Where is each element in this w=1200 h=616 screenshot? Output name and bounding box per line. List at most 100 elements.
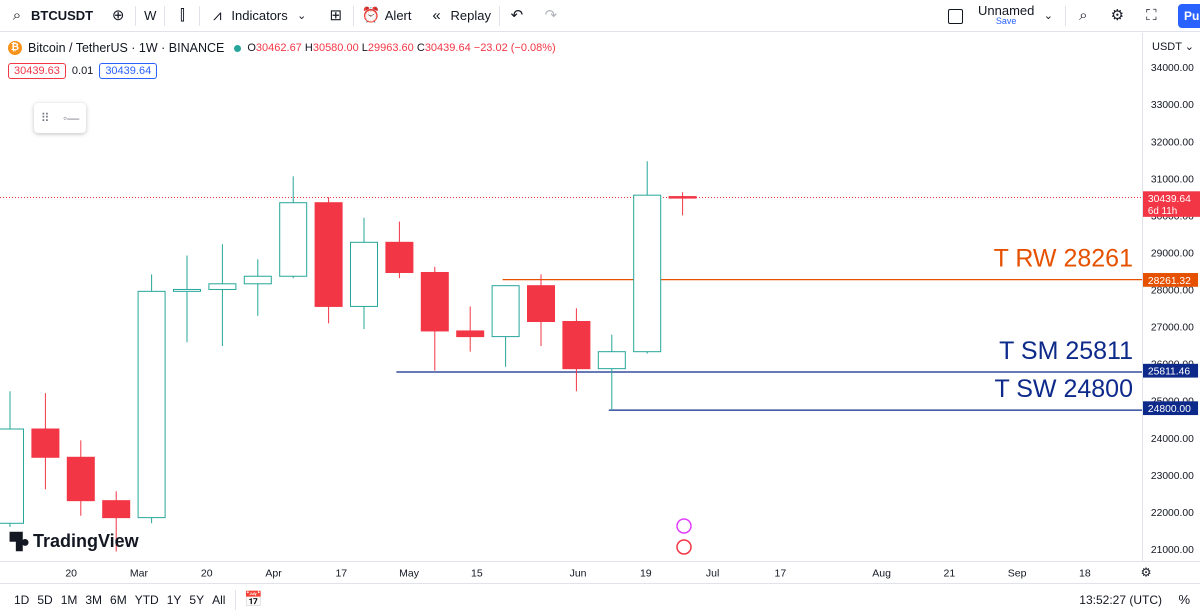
range-6m[interactable]: 6M xyxy=(110,593,127,607)
sell-button[interactable]: 30439.63 xyxy=(8,63,66,79)
alert-button[interactable]: ⏰ Alert xyxy=(354,0,420,32)
price-axis[interactable]: 34000.00 33000.00 32000.00 31000.00 30000.00… xyxy=(1142,33,1200,561)
price-tick-label: 34000.00 xyxy=(1151,63,1194,74)
calendar-icon[interactable]: 📅 xyxy=(244,591,264,608)
right-toolbar: Unnamed Save ⌄ ⌕ ⚙ ⛶ ⎙ xyxy=(940,0,1200,32)
redo-button[interactable]: ↷ xyxy=(534,0,568,32)
candle-body[interactable] xyxy=(102,500,131,519)
indicators-button[interactable]: ⩘ Indicators ⌄ xyxy=(200,0,318,32)
undo-button[interactable]: ↶ xyxy=(500,0,534,32)
range-ytd[interactable]: YTD xyxy=(134,593,159,607)
price-tick-label: 24000.00 xyxy=(1151,434,1194,445)
range-1d[interactable]: 1D xyxy=(14,593,30,607)
top-toolbar: ⌕ BTCUSDT ⊕ W ⫿ ⩘ Indicators ⌄ ⊞ ⏰ Alert… xyxy=(0,0,1200,32)
undo-icon: ↶ xyxy=(510,6,524,24)
level-price-value: 24800.00 xyxy=(1148,404,1191,415)
replay-button[interactable]: « Replay xyxy=(420,0,499,32)
time-axis[interactable]: 20 Mar 20 Apr 17 May 15 Jun 19 Jul 17 Aug 21 Sep 18 ⚙ xyxy=(0,561,1200,583)
buy-button[interactable]: 30439.64 xyxy=(99,63,158,79)
currency-label: USDT xyxy=(1152,41,1182,53)
price-tick-label: 21000.00 xyxy=(1151,545,1194,556)
change-value: −23.02 (−0.08%) xyxy=(473,42,556,54)
countdown-value: 6d 11h xyxy=(1148,206,1177,217)
utc-clock[interactable]: 13:52:27 (UTC) xyxy=(1079,593,1162,607)
percent-toggle[interactable]: % xyxy=(1178,592,1190,607)
quick-search-button[interactable]: ⌕ xyxy=(1066,0,1100,32)
level-price-value: 28261.32 xyxy=(1148,276,1191,287)
time-tick-label: 17 xyxy=(775,567,787,579)
level-price-tag xyxy=(1143,363,1199,378)
layouts-button[interactable]: ⊞ xyxy=(319,0,353,32)
price-tick-label: 23000.00 xyxy=(1151,471,1194,482)
candle-body[interactable] xyxy=(137,290,166,519)
range-1y[interactable]: 1Y xyxy=(166,593,182,607)
candle-body[interactable] xyxy=(668,196,697,199)
layout-name-block: Unnamed Save xyxy=(978,4,1034,27)
chart-type-button[interactable]: ⫿ xyxy=(165,0,199,32)
price-chart[interactable]: T RW 28261 T SM 25811 T SW 24800 xyxy=(0,33,1142,561)
indicators-label: Indicators xyxy=(231,8,288,23)
candle-body[interactable] xyxy=(314,202,343,307)
candle-body[interactable] xyxy=(350,241,378,307)
layout-selector[interactable]: Unnamed Save ⌄ xyxy=(940,0,1065,32)
add-circle-icon: ⊕ xyxy=(111,6,125,24)
candle-body[interactable] xyxy=(491,285,520,338)
level-price-value: 25811.46 xyxy=(1148,367,1190,378)
candle-body[interactable] xyxy=(208,283,237,290)
interval-label: W xyxy=(144,8,157,23)
settings-button[interactable]: ⚙ xyxy=(1100,0,1134,32)
bitcoin-logo-icon: ₿ xyxy=(8,41,22,55)
time-tick-label: 20 xyxy=(65,567,77,579)
candle-body[interactable] xyxy=(562,321,591,370)
time-tick-label: Jul xyxy=(706,567,719,579)
lightning-event-icon[interactable] xyxy=(676,518,692,534)
low-label: L xyxy=(361,42,368,54)
horizontal-ray-icon[interactable]: ◦— xyxy=(63,111,80,125)
tradingview-logo[interactable]: ▜● TradingView xyxy=(10,531,139,552)
interval-button[interactable]: W xyxy=(136,0,164,32)
candle-body[interactable] xyxy=(385,241,414,273)
flag-event-icon[interactable] xyxy=(676,539,692,555)
candles-icon: ⫿ xyxy=(179,6,185,24)
drawing-toolbar[interactable]: ⠿ ◦— xyxy=(34,103,86,133)
candle-body[interactable] xyxy=(420,271,449,332)
indicators-icon: ⩘ xyxy=(213,6,222,24)
low-value: 29963.60 xyxy=(367,42,414,54)
candle-body[interactable] xyxy=(597,351,626,370)
time-tick-label: Apr xyxy=(265,567,282,579)
candle-body[interactable] xyxy=(31,428,60,458)
candle-body[interactable] xyxy=(0,428,24,524)
fullscreen-button[interactable]: ⛶ xyxy=(1134,0,1168,32)
symbol-title[interactable]: Bitcoin / TetherUS · 1W · BINANCE xyxy=(28,41,225,55)
candle-body[interactable] xyxy=(279,202,308,277)
publish-button[interactable]: Pu xyxy=(1178,4,1200,28)
range-1m[interactable]: 1M xyxy=(60,593,78,607)
range-5d[interactable]: 5D xyxy=(37,593,53,607)
time-tick-label: 21 xyxy=(944,567,956,579)
range-all[interactable]: All xyxy=(212,593,226,607)
time-tick-label: 20 xyxy=(201,567,213,579)
brand-label: TradingView xyxy=(32,531,139,551)
symbol-search[interactable]: ⌕ BTCUSDT xyxy=(0,0,101,32)
compare-button[interactable]: ⊕ xyxy=(101,0,135,32)
market-open-indicator xyxy=(234,44,242,52)
candle-body[interactable] xyxy=(66,456,95,502)
price-tick-label: 22000.00 xyxy=(1151,508,1194,519)
drag-handle-icon[interactable]: ⠿ xyxy=(40,111,50,125)
candle-body[interactable] xyxy=(527,285,555,323)
last-price-value: 30439.64 xyxy=(1148,194,1191,205)
currency-selector[interactable]: USDT ⌄ xyxy=(1152,40,1194,53)
range-5y[interactable]: 5Y xyxy=(189,593,205,607)
bottom-toolbar: 1D 5D 1M 3M 6M YTD 1Y 5Y All 📅 13:52:27 (UTC) % xyxy=(0,583,1200,616)
range-3m[interactable]: 3M xyxy=(85,593,103,607)
candle-body[interactable] xyxy=(456,330,485,338)
divider xyxy=(352,5,354,26)
level-label: T RW 28261 xyxy=(994,245,1133,273)
open-label: O xyxy=(247,42,256,54)
divider xyxy=(498,5,500,26)
axis-settings-gear-icon[interactable]: ⚙ xyxy=(1140,564,1151,579)
candle-body[interactable] xyxy=(243,275,272,285)
tradingview-mark-icon: ▜● xyxy=(10,533,30,551)
candle-body[interactable] xyxy=(173,288,201,292)
candle-body[interactable] xyxy=(633,194,662,353)
